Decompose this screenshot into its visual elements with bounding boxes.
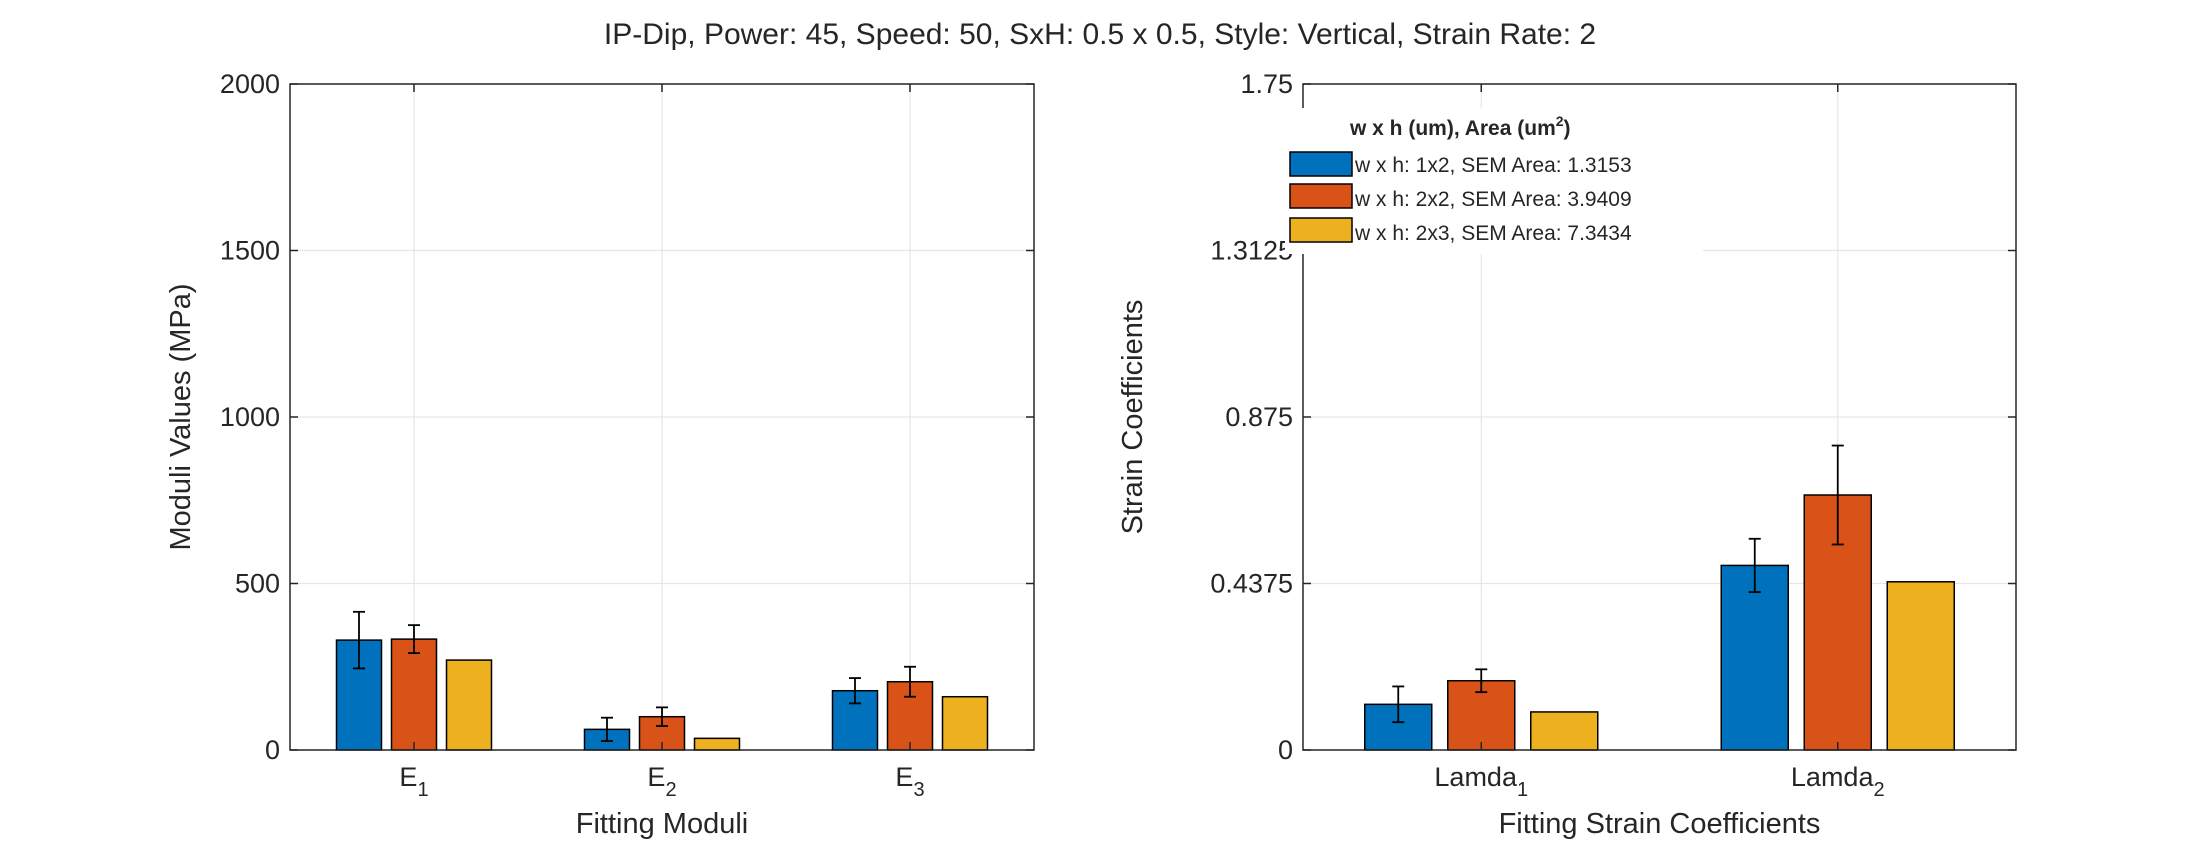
- moduli-errorbar-s2-c2: [656, 706, 668, 727]
- strain-errorbar-s1-c1: [1392, 685, 1405, 724]
- strain-ytick-label-1: 0.4375: [1210, 569, 1293, 599]
- legend-entry-1: w x h: 1x2, SEM Area: 1.3153: [1354, 154, 1632, 177]
- strain-xtick-label-1: Lamda1: [1434, 762, 1528, 801]
- legend-swatch-1: [1289, 151, 1353, 177]
- strain-x-axis-label: Fitting Strain Coefficients: [1499, 808, 1821, 840]
- strain-bar-s3-c1: [1530, 711, 1599, 751]
- moduli-ytick-label-4: 2000: [220, 69, 280, 99]
- strain-errorbar-s2-c1: [1475, 668, 1488, 694]
- moduli-bar-s3-c1: [445, 659, 493, 751]
- moduli-ytick-label-1: 500: [235, 569, 280, 599]
- moduli-ytick-label-3: 1500: [220, 236, 280, 266]
- moduli-chart: 0 500 1000 1500 2000 E1 E2 E3 Fitting Moduli Modu…: [165, 69, 1035, 840]
- moduli-ytick-label-2: 1000: [220, 402, 280, 432]
- strain-ytick-label-4: 1.75: [1240, 69, 1293, 99]
- strain-errorbar-s2-c2: [1831, 444, 1844, 546]
- moduli-errorbar-s1-c2: [601, 716, 613, 742]
- moduli-bar-s3-c3: [941, 695, 989, 751]
- legend-swatch-3: [1289, 217, 1353, 243]
- legend-box: [1285, 108, 1703, 254]
- moduli-errorbar-s2-c1: [408, 624, 420, 654]
- moduli-errorbar-s1-c3: [849, 677, 861, 705]
- strain-bar-s1-c2: [1720, 564, 1789, 751]
- legend-entry-3: w x h: 2x3, SEM Area: 7.3434: [1354, 222, 1632, 245]
- moduli-xtick-label-1: E1: [399, 762, 428, 801]
- moduli-errorbar-s1-c1: [353, 610, 365, 670]
- legend-title: w x h (um), Area (um2): [1349, 113, 1571, 140]
- moduli-errorbar-s2-c3: [904, 665, 916, 698]
- legend-swatch-2: [1289, 183, 1353, 209]
- moduli-xtick-label-3: E3: [895, 762, 924, 801]
- strain-ytick-label-2: 0.875: [1225, 402, 1293, 432]
- moduli-bar-s2-c1: [390, 638, 438, 751]
- figure-title: IP-Dip, Power: 45, Speed: 50, SxH: 0.5 x…: [604, 18, 1596, 51]
- strain-bar-s2-c1: [1447, 679, 1516, 751]
- moduli-x-axis-label: Fitting Moduli: [576, 808, 748, 840]
- legend-title-main: w x h (um), Area (um: [1349, 117, 1556, 140]
- strain-errorbar-s1-c2: [1748, 537, 1761, 593]
- strain-xtick-label-2: Lamda2: [1791, 762, 1885, 801]
- moduli-xtick-label-2: E2: [647, 762, 676, 801]
- legend-title-close: ): [1564, 117, 1571, 140]
- strain-ytick-label-0: 0: [1278, 735, 1293, 765]
- strain-bar-s3-c2: [1886, 581, 1955, 751]
- strain-ytick-label-3: 1.3125: [1210, 236, 1293, 266]
- legend: w x h (um), Area (um2) w x h: 1x2, SEM A…: [1285, 108, 1703, 254]
- moduli-y-axis-label: Moduli Values (MPa): [165, 283, 197, 550]
- moduli-ytick-label-0: 0: [265, 735, 280, 765]
- legend-entry-2: w x h: 2x2, SEM Area: 3.9409: [1354, 188, 1632, 211]
- legend-title-sup: 2: [1556, 113, 1564, 129]
- strain-y-axis-label: Strain Coefficients: [1117, 300, 1149, 535]
- moduli-bar-s3-c2: [693, 737, 741, 751]
